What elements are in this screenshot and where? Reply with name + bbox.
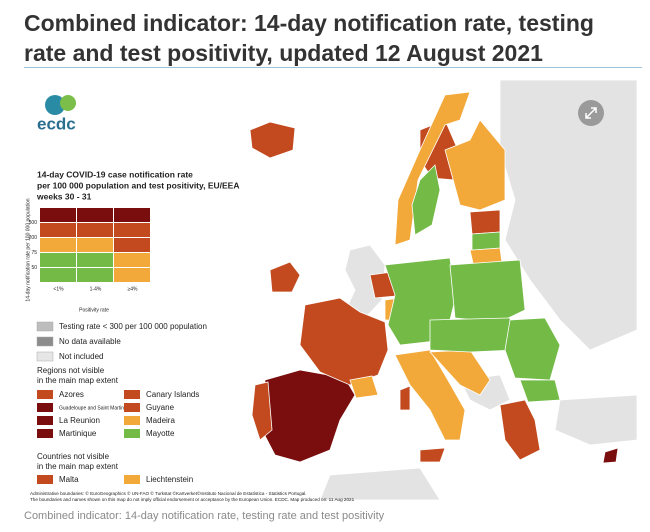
red-regions: [249, 119, 541, 463]
legend-label: Testing rate < 300 per 100 000 populatio…: [59, 322, 207, 331]
region-label: Canary Islands: [146, 390, 199, 399]
matrix-cell: [40, 223, 76, 237]
region-label: Azores: [59, 390, 84, 399]
logo: ecdc: [37, 95, 76, 133]
legend-swatch: [36, 336, 54, 347]
region-swatch: [37, 416, 53, 425]
matrix-y-tick: 50: [31, 265, 37, 271]
legend-label: No data available: [59, 337, 121, 346]
matrix-cell: [77, 238, 113, 252]
matrix-cell: [77, 268, 113, 282]
matrix-x-tick: ≥4%: [128, 286, 139, 292]
matrix-x-label: Positivity rate: [79, 307, 109, 313]
region-swatch: [124, 429, 140, 438]
regions-heading: Regions not visible: [37, 366, 105, 375]
region-label: Mayotte: [146, 429, 175, 438]
green-regions: [384, 164, 561, 403]
legend-swatch: [36, 321, 54, 332]
matrix-cell: [114, 223, 150, 237]
caption: Combined indicator: 14-day notification …: [24, 510, 385, 522]
matrix-cell: [77, 253, 113, 267]
region-swatch: [37, 390, 53, 399]
page-title: Combined indicator: 14-day notification …: [24, 10, 594, 66]
region-label: Guadeloupe and Saint Martin: [59, 405, 124, 411]
region-label: Martinique: [59, 429, 97, 438]
matrix-cell: [114, 268, 150, 282]
legend-items: Testing rate < 300 per 100 000 populatio…: [36, 321, 207, 362]
countries-heading: Countries not visible: [37, 452, 110, 461]
legend-swatch: [36, 351, 54, 362]
legend-title: 14-day COVID-19 case notification rate: [37, 169, 193, 179]
region-swatch: [37, 429, 53, 438]
legend-label: Not included: [59, 352, 103, 361]
matrix-cell: [114, 208, 150, 222]
matrix-cell: [77, 208, 113, 222]
country-label: Liechtenstein: [146, 475, 193, 484]
logo-text: ecdc: [37, 114, 76, 133]
matrix-y-tick: 500: [29, 220, 38, 226]
regions-heading: in the main map extent: [37, 376, 119, 385]
region-label: Madeira: [146, 416, 175, 425]
matrix-cell: [114, 238, 150, 252]
matrix-cell: [40, 208, 76, 222]
matrix-y-label: 14-day notification rate per 100 000 pop…: [25, 198, 31, 301]
regions-list: Azores Canary Islands Guadeloupe and Saint…: [37, 390, 199, 438]
matrix-x-tick: <1%: [53, 286, 64, 292]
region-label: La Reunion: [59, 416, 100, 425]
expand-button[interactable]: [578, 100, 604, 126]
country-swatch: [37, 475, 53, 484]
matrix-cell: [40, 268, 76, 282]
region-swatch: [124, 403, 140, 412]
countries-list: Malta Liechtenstein: [37, 475, 193, 484]
matrix-cell: [114, 253, 150, 267]
dark-red-regions: [261, 369, 619, 464]
footnote: The boundaries and names shown on this m…: [30, 497, 355, 502]
region-swatch: [124, 390, 140, 399]
matrix-cell: [40, 238, 76, 252]
matrix-cell: [77, 223, 113, 237]
country-label: Malta: [59, 475, 79, 484]
region-swatch: [124, 416, 140, 425]
region-swatch: [37, 403, 53, 412]
country-swatch: [124, 475, 140, 484]
legend-title: per 100 000 population and test positivi…: [37, 180, 239, 190]
not-included-land: [319, 79, 638, 501]
region-label: Guyane: [146, 403, 175, 412]
matrix-y-tick: 200: [29, 235, 38, 241]
matrix-cell: [40, 253, 76, 267]
matrix-y-tick: 75: [31, 250, 37, 256]
footnote: Administrative boundaries: © EuroGeograp…: [30, 490, 307, 496]
divider: [24, 67, 642, 68]
matrix-x-tick: 1-4%: [90, 286, 102, 292]
countries-heading: in the main map extent: [37, 462, 119, 471]
legend-matrix: 500 200 75 50 <1% 1-4% ≥4%: [29, 208, 150, 292]
legend-title: weeks 30 - 31: [36, 191, 92, 201]
